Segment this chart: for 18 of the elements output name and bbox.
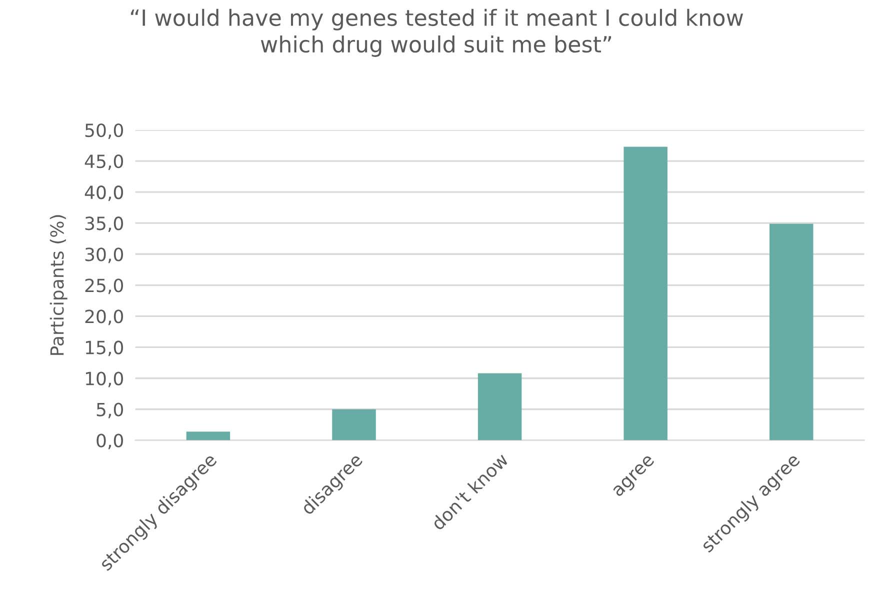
y-tick-label: 40,0 — [84, 186, 124, 202]
y-tick-label: 5,0 — [96, 402, 124, 418]
bar — [770, 224, 814, 440]
y-tick-label: 10,0 — [86, 372, 124, 388]
bar — [186, 432, 230, 440]
y-axis-title: Participants (%) — [50, 215, 68, 355]
y-tick-label: 0,0 — [96, 434, 124, 450]
bar — [624, 146, 668, 440]
y-tick-label: 20,0 — [85, 310, 124, 326]
y-tick-label: 25,0 — [85, 278, 124, 294]
y-tick-label: 50,0 — [85, 123, 124, 139]
bar — [478, 373, 522, 440]
chart-title: “I would have my genes tested if it meant I could know which drug would suit me best” — [130, 8, 744, 57]
bar — [332, 409, 376, 440]
y-tick-label: 30,0 — [85, 248, 124, 264]
y-tick-label: 45,0 — [84, 154, 124, 170]
y-tick-label: 35,0 — [85, 216, 124, 232]
y-tick-label: 15,0 — [86, 340, 124, 356]
